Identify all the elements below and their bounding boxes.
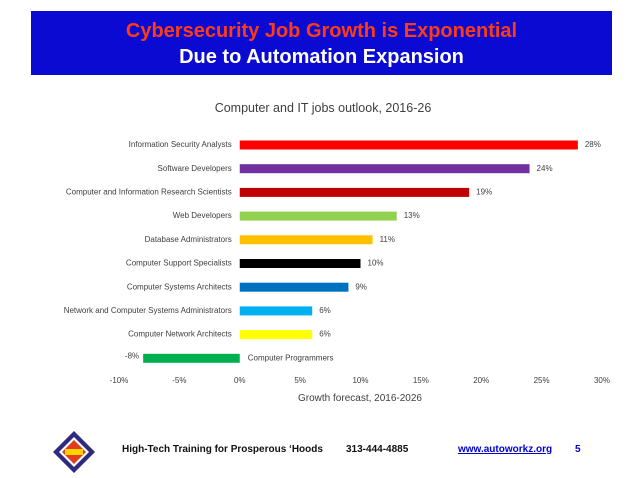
x-axis-title: Growth forecast, 2016-2026 — [298, 393, 422, 404]
data-label: -8% — [125, 351, 139, 360]
bar-chart: Computer and IT jobs outlook, 2016-26 28… — [64, 101, 610, 404]
bar — [239, 187, 470, 197]
category-label: Computer Network Architects — [128, 330, 232, 339]
category-label: Information Security Analysts — [129, 140, 232, 149]
title-banner: Cybersecurity Job Growth is Exponential … — [31, 11, 612, 75]
category-label: Software Developers — [157, 164, 231, 173]
category-labels: Information Security Analysts Software De… — [64, 140, 334, 362]
bar — [239, 235, 373, 245]
category-label: Web Developers — [173, 211, 232, 220]
data-label: 6% — [319, 330, 331, 339]
bar — [239, 330, 313, 340]
category-label: Database Administrators — [145, 235, 232, 244]
x-tick-label: -5% — [172, 376, 186, 385]
category-label: Network and Computer Systems Administrat… — [64, 306, 232, 315]
data-label: 11% — [380, 235, 395, 244]
category-label: Computer Systems Architects — [127, 282, 232, 291]
bars-layer: 28% 24% 19% 13% 11% 10% 9% 6% 6% -8% — [125, 140, 601, 363]
data-label: 19% — [476, 188, 492, 197]
bar — [143, 353, 240, 363]
category-label: Computer Programmers — [248, 353, 334, 362]
bar — [239, 306, 313, 316]
bar — [239, 282, 349, 292]
data-label: 9% — [355, 282, 367, 291]
bar — [239, 140, 578, 150]
page-number: 5 — [575, 444, 581, 455]
x-tick-label: -10% — [110, 376, 129, 385]
x-tick-label: 0% — [234, 376, 246, 385]
data-label: 13% — [404, 211, 420, 220]
data-label: 10% — [368, 259, 384, 268]
x-tick-label: 30% — [594, 376, 610, 385]
x-tick-label: 20% — [473, 376, 489, 385]
category-label: Computer and Information Research Scient… — [66, 188, 232, 197]
data-label: 28% — [585, 140, 601, 149]
x-tick-label: 5% — [294, 376, 306, 385]
bar — [239, 211, 397, 221]
x-tick-label: 10% — [352, 376, 368, 385]
bar — [239, 164, 530, 174]
slide-subtitle: Due to Automation Expansion — [179, 46, 464, 68]
x-tick-label: 25% — [534, 376, 550, 385]
autoworkz-logo — [52, 430, 96, 474]
footer: High-Tech Training for Prosperous ‘Hoods… — [0, 430, 638, 474]
data-label: 6% — [319, 306, 331, 315]
data-label: 24% — [537, 164, 553, 173]
chart-title: Computer and IT jobs outlook, 2016-26 — [215, 101, 432, 115]
category-label: Computer Support Specialists — [126, 259, 232, 268]
slide-title: Cybersecurity Job Growth is Exponential — [125, 20, 518, 42]
bar — [239, 259, 361, 268]
footer-tagline: High-Tech Training for Prosperous ‘Hoods — [122, 444, 323, 455]
x-axis-ticks: -10% -5% 0% 5% 10% 15% 20% 25% 30% — [110, 376, 610, 385]
footer-phone: 313-444-4885 — [346, 444, 409, 455]
footer-url-link[interactable]: www.autoworkz.org — [458, 444, 553, 455]
x-tick-label: 15% — [413, 376, 429, 385]
